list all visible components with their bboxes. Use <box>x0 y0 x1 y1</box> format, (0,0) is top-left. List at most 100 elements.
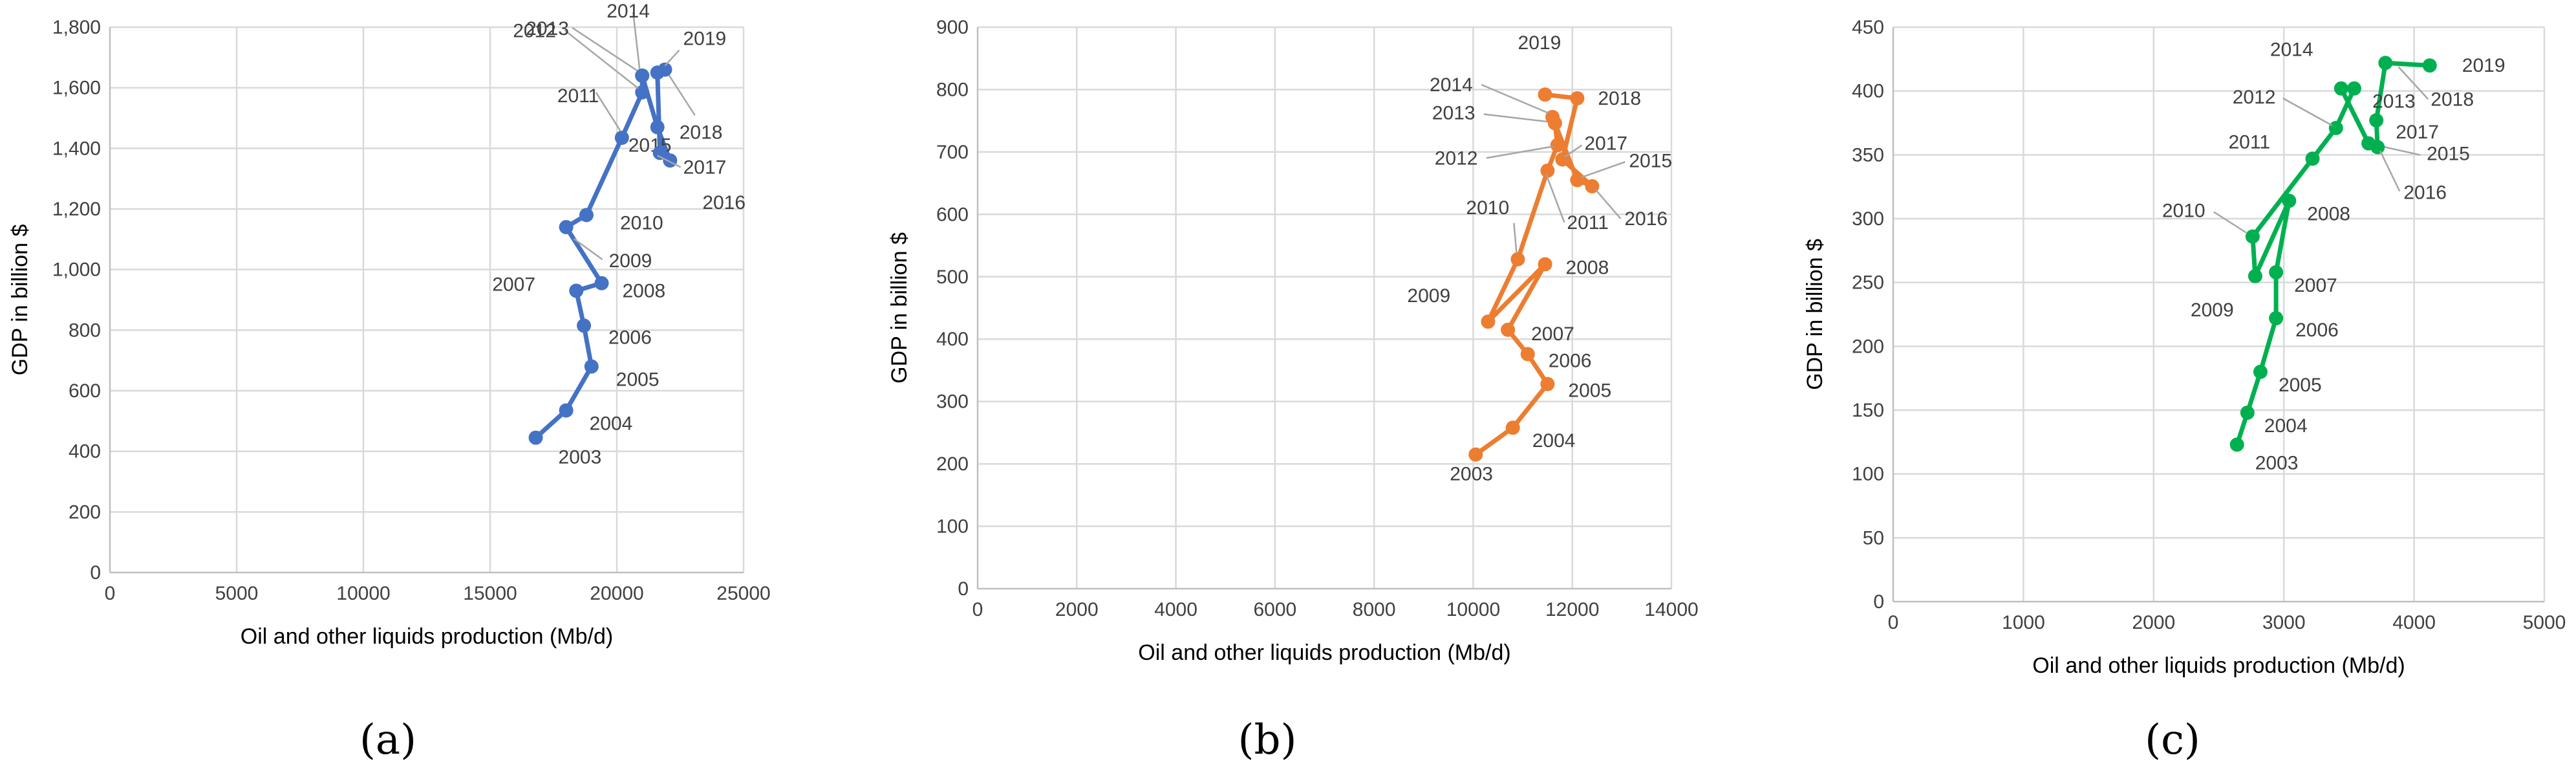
data-label-2019: 2019 <box>683 28 726 50</box>
y-tick-label: 100 <box>1852 464 1884 485</box>
data-label-2014: 2014 <box>606 1 650 22</box>
x-tick-label: 2000 <box>2132 612 2175 633</box>
data-label-2013: 2013 <box>1432 103 1476 124</box>
data-point-2015 <box>650 120 665 135</box>
data-label-2010: 2010 <box>2162 201 2206 222</box>
data-point-2010 <box>2246 230 2260 244</box>
data-label-2007: 2007 <box>2294 275 2337 296</box>
data-point-2016 <box>2370 140 2385 154</box>
data-point-2010 <box>579 208 594 222</box>
x-tick-label: 5000 <box>2523 612 2566 633</box>
y-tick-label: 200 <box>69 501 101 523</box>
chart-panel-b: 0 2000 4000 6000 8000 10000 12000 1400001002003… <box>887 17 1699 764</box>
leader-line <box>1581 162 1625 177</box>
y-tick-label: 800 <box>69 320 101 341</box>
x-tick-label: 10000 <box>1446 599 1500 620</box>
data-label-2015: 2015 <box>1629 150 1672 171</box>
y-tick-label: 0 <box>90 562 101 584</box>
data-point-2009 <box>559 220 574 234</box>
y-tick-label: 400 <box>1852 81 1884 102</box>
x-tick-label: 20000 <box>590 583 643 604</box>
x-tick-label: 6000 <box>1253 599 1296 620</box>
data-label-2004: 2004 <box>2264 415 2308 437</box>
data-label-2009: 2009 <box>609 250 652 272</box>
data-label-2008: 2008 <box>1566 257 1609 278</box>
data-label-2007: 2007 <box>1531 323 1574 345</box>
x-axis-title: Oil and other liquids production (Mb/d) <box>241 624 613 649</box>
leader-line <box>1514 223 1516 253</box>
data-label-2008: 2008 <box>2307 203 2350 224</box>
data-point-2008 <box>594 276 608 290</box>
data-point-2013 <box>2347 82 2361 96</box>
leader-line <box>2380 151 2399 191</box>
y-tick-label: 200 <box>1852 336 1884 357</box>
data-label-2011: 2011 <box>557 85 599 107</box>
x-tick-label: 14000 <box>1644 599 1698 620</box>
chart-panel-a: 0 5000 10000 15000 20000 25000 0 200 400 600 800 1,… <box>8 1 771 764</box>
data-label-2016: 2016 <box>2403 182 2447 203</box>
data-label-2011: 2011 <box>2229 131 2271 153</box>
data-label-2016: 2016 <box>702 192 746 213</box>
data-label-2019: 2019 <box>1518 32 1562 54</box>
data-point-2009 <box>1481 314 1495 329</box>
data-point-2018 <box>1570 91 1584 105</box>
data-point-2007 <box>569 283 583 298</box>
data-point-2006 <box>2269 311 2283 325</box>
x-tick-label: 0 <box>1888 612 1899 633</box>
y-tick-label: 900 <box>936 17 969 38</box>
data-label-2010: 2010 <box>620 212 663 234</box>
y-tick-label: 1,000 <box>52 259 101 281</box>
y-tick-label: 600 <box>69 380 101 402</box>
data-point-2012 <box>1551 138 1565 152</box>
y-tick-label: 350 <box>1852 144 1884 166</box>
x-tick-label: 1000 <box>2002 612 2045 633</box>
x-tick-label: 2000 <box>1055 599 1099 620</box>
data-label-2007: 2007 <box>492 274 535 295</box>
y-tick-label: 1,800 <box>52 17 101 38</box>
x-tick-label: 3000 <box>2262 612 2306 633</box>
x-axis-title: Oil and other liquids production (Mb/d) <box>2032 653 2405 678</box>
y-axis-title: GDP in billion $ <box>1803 239 1827 390</box>
y-tick-label: 100 <box>936 516 969 538</box>
y-tick-label: 1,400 <box>52 138 101 159</box>
data-point-2003 <box>2230 437 2244 452</box>
x-tick-label: 0 <box>972 599 983 620</box>
x-tick-label: 25000 <box>716 583 770 604</box>
y-tick-label: 500 <box>936 267 969 288</box>
data-point-2009 <box>2248 269 2262 283</box>
x-tick-label: 10000 <box>336 583 390 604</box>
data-label-2003: 2003 <box>1450 464 1493 485</box>
data-label-2009: 2009 <box>1407 285 1450 307</box>
data-label-2003: 2003 <box>2255 452 2299 474</box>
data-point-2004 <box>1506 420 1520 435</box>
chart-panel-c: 0 1000 2000 3000 4000 50000501001502002503003… <box>1803 17 2566 764</box>
data-label-2006: 2006 <box>2295 320 2339 341</box>
data-point-2005 <box>585 360 599 374</box>
leader-line <box>572 28 637 71</box>
data-label-2013: 2013 <box>2372 91 2416 113</box>
y-tick-label: 150 <box>1852 400 1884 421</box>
panel-caption: (c) <box>2145 716 2200 764</box>
leader-line <box>665 50 679 66</box>
data-point-2003 <box>529 431 543 445</box>
data-label-2013: 2013 <box>526 18 569 39</box>
data-point-2015 <box>1570 173 1584 187</box>
y-tick-label: 0 <box>958 578 969 600</box>
data-point-2019 <box>2423 58 2437 72</box>
data-point-2004 <box>559 403 574 417</box>
y-tick-label: 300 <box>1852 208 1884 230</box>
y-tick-label: 0 <box>1873 591 1884 613</box>
x-tick-label: 12000 <box>1545 599 1599 620</box>
data-point-2007 <box>1501 323 1515 337</box>
y-tick-label: 400 <box>69 441 101 463</box>
data-label-2003: 2003 <box>559 447 602 468</box>
data-point-2011 <box>1540 164 1554 178</box>
data-point-2004 <box>2240 406 2255 420</box>
x-tick-label: 5000 <box>215 583 259 604</box>
data-point-2012 <box>2329 121 2343 135</box>
x-axis-title: Oil and other liquids production (Mb/d) <box>1138 640 1510 665</box>
data-point-2018 <box>2378 56 2392 70</box>
data-label-2010: 2010 <box>1466 197 1509 219</box>
y-tick-label: 700 <box>936 142 969 163</box>
data-label-2017: 2017 <box>1584 133 1627 154</box>
